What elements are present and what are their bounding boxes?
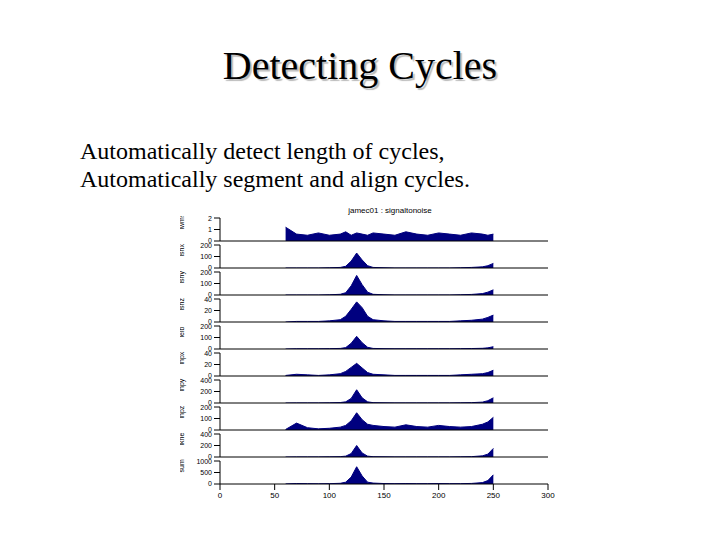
svg-text:2: 2	[208, 216, 212, 221]
svg-text:200: 200	[200, 270, 212, 275]
svg-text:lkne: lkne	[180, 433, 185, 446]
svg-text:200: 200	[200, 324, 212, 329]
svg-text:sum: sum	[180, 459, 185, 472]
svg-text:20: 20	[204, 307, 212, 314]
svg-text:0: 0	[218, 491, 223, 500]
svg-text:200: 200	[200, 405, 212, 410]
svg-text:1000: 1000	[196, 459, 212, 464]
svg-text:500: 500	[200, 469, 212, 476]
svg-text:400: 400	[200, 378, 212, 383]
svg-text:lelb: lelb	[180, 326, 185, 337]
html-text:Detecting Cycles: Detecting Cycles	[222, 43, 498, 88]
svg-text:lwmse: lwmse	[180, 216, 185, 230]
svg-text:100: 100	[200, 280, 212, 287]
svg-text:1: 1	[208, 226, 212, 233]
svg-text:40: 40	[204, 297, 212, 302]
svg-text:0: 0	[208, 480, 212, 487]
svg-text:100: 100	[200, 253, 212, 260]
svg-text:100: 100	[323, 491, 337, 500]
svg-text:lhpy: lhpy	[180, 378, 186, 391]
html-text:Automatically detect length of: Automatically detect length of cycles,	[80, 138, 445, 164]
svg-text:200: 200	[200, 388, 212, 395]
svg-text:200: 200	[432, 491, 446, 500]
svg-text:lshx: lshx	[180, 244, 185, 257]
svg-text:40: 40	[204, 351, 212, 356]
svg-text:20: 20	[204, 361, 212, 368]
svg-text:200: 200	[200, 243, 212, 248]
svg-text:lhpx: lhpx	[180, 351, 186, 364]
svg-text:lshy: lshy	[180, 271, 186, 284]
svg-text:100: 100	[200, 415, 212, 422]
html-text:Automatically segment and alig: Automatically segment and align cycles.	[80, 166, 470, 192]
svg-text:400: 400	[200, 432, 212, 437]
svg-text:100: 100	[200, 334, 212, 341]
svg-text:200: 200	[200, 442, 212, 449]
html-text:jamec01 : signaltonoise: jamec01 : signaltonoise	[348, 206, 432, 215]
svg-text:lshz: lshz	[180, 298, 185, 311]
svg-text:50: 50	[270, 491, 279, 500]
svg-text:300: 300	[541, 491, 555, 500]
svg-text:150: 150	[377, 491, 391, 500]
svg-text:250: 250	[487, 491, 501, 500]
svg-text:lhpz: lhpz	[180, 405, 186, 418]
